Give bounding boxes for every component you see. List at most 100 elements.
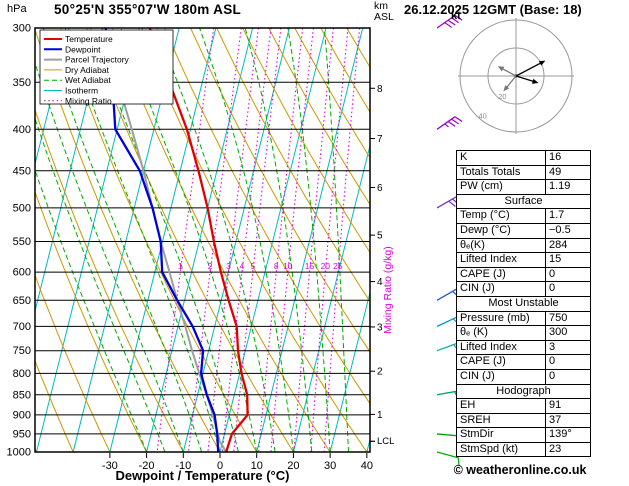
km-tick-label: 5: [377, 231, 383, 242]
table-row: CIN (J) 0: [456, 368, 591, 385]
temperature-tick-label: 40: [361, 460, 373, 472]
km-tick-label: 1: [377, 410, 383, 421]
stat-label: θₑ(K): [456, 237, 546, 254]
hodograph-ring: [459, 19, 573, 133]
run-datetime: 26.12.2025 12GMT (Base: 18): [404, 2, 582, 17]
stat-value: 0: [545, 281, 591, 297]
table-section-header: Most Unstable: [456, 295, 591, 312]
section-title: Hodograph: [456, 383, 591, 400]
x-axis-title: Dewpoint / Temperature (°C): [115, 468, 290, 483]
stat-label: Lifted Index: [456, 252, 546, 268]
table-row: StmSpd (kt) 23: [456, 441, 591, 458]
stat-label: Temp (°C): [456, 208, 546, 224]
mixing-ratio-value-label: 4: [240, 261, 245, 271]
km-tick-label: 6: [377, 183, 383, 194]
stat-label: Totals Totals: [456, 164, 546, 181]
pressure-tick-label: 700: [13, 321, 31, 333]
pressure-axis-unit: hPa: [7, 3, 27, 15]
altitude-unit-km: km: [374, 0, 388, 12]
table-row: CIN (J) 0: [456, 281, 591, 297]
hodograph-wind-vector: [515, 60, 546, 77]
mixing-ratio-value-label: 10: [283, 261, 293, 271]
stat-value: 0: [545, 354, 591, 370]
hodograph-ring: [487, 47, 545, 105]
mixing-ratio-labels: 1 2 3 4 5 8 10 15 20 25: [178, 261, 343, 271]
pressure-tick-label: 900: [13, 409, 31, 421]
hodograph-ring-label: 20: [498, 92, 506, 101]
pressure-tick-label: 400: [13, 124, 31, 136]
station-title: 50°25'N 355°07'W 180m ASL: [54, 2, 242, 17]
stat-value: 0: [545, 266, 591, 283]
temperature-tick-label: -10: [175, 460, 191, 472]
pressure-tick-label: 600: [13, 267, 31, 279]
table-row: θₑ (K) 300: [456, 325, 591, 341]
hodograph-wind-vector: [497, 66, 517, 77]
stat-label: CIN (J): [456, 281, 546, 297]
stat-value: 139°: [545, 427, 591, 443]
stat-label: EH: [456, 398, 546, 414]
stat-value: 0: [545, 368, 591, 385]
hodograph-wind-vector: [503, 75, 517, 92]
wind-barb: [436, 451, 460, 467]
km-tick-label: 7: [377, 134, 383, 145]
wind-barb: [436, 14, 463, 29]
pressure-tick-label: 550: [13, 236, 31, 248]
temperature-tick-label: 20: [287, 460, 299, 472]
temperature-tick-label: 0: [217, 460, 223, 472]
table-row: PW (cm) 1.19: [456, 179, 591, 195]
pressure-tick-label: 500: [13, 202, 31, 214]
pressure-tick-label: 450: [13, 165, 31, 177]
stat-value: −0.5: [545, 222, 591, 239]
table-row: K 16: [456, 150, 591, 166]
stat-value: 91: [545, 398, 591, 414]
mixing-ratio-value-label: 8: [274, 261, 279, 271]
sounding-profiles: [101, 28, 249, 452]
hodograph-wind-vector: [515, 75, 539, 84]
stat-value: 750: [545, 310, 591, 327]
table-section-header: Hodograph: [456, 383, 591, 400]
stat-label: Pressure (mb): [456, 310, 546, 327]
pressure-tick-label: 300: [13, 23, 31, 35]
stat-label: StmSpd (kt): [456, 441, 546, 458]
isotherm-lines: [35, 28, 370, 452]
mixing-ratio-axis-title: Mixing Ratio (g/kg): [382, 246, 394, 334]
temperature-tick-label: -20: [139, 460, 155, 472]
stat-label: StmDir: [456, 427, 546, 443]
section-title: Most Unstable: [456, 295, 591, 312]
legend-item-label: Mixing Ratio: [65, 96, 112, 106]
table-row: EH 91: [456, 398, 591, 414]
lcl-label: LCL: [377, 436, 394, 447]
stat-label: CAPE (J): [456, 266, 546, 283]
table-section-header: Surface: [456, 193, 591, 210]
stat-value: 284: [545, 237, 591, 254]
temperature-tick-label: 30: [324, 460, 336, 472]
altitude-axis-unit: km ASL: [374, 1, 394, 23]
mixing-ratio-value-label: 25: [333, 261, 343, 271]
stat-label: θₑ (K): [456, 325, 546, 341]
pressure-tick-label: 800: [13, 368, 31, 380]
legend-item-label: Wet Adiabat: [65, 75, 111, 85]
pressure-tick-label: 950: [13, 428, 31, 440]
temperature-tick-label: 10: [251, 460, 263, 472]
altitude-unit-asl: ASL: [374, 11, 394, 23]
stat-value: 1.7: [545, 208, 591, 224]
legend-item-label: Parcel Trajectory: [65, 55, 130, 65]
plot-border: [34, 27, 371, 453]
dewpoint-curve: [104, 28, 220, 452]
table-row: Totals Totals 49: [456, 164, 591, 181]
stat-value: 300: [545, 325, 591, 341]
table-row: Dewp (°C) −0.5: [456, 222, 591, 239]
stat-label: K: [456, 150, 546, 166]
wind-barb: [436, 116, 463, 130]
table-row: Pressure (mb) 750: [456, 310, 591, 327]
legend-item-label: Dry Adiabat: [65, 65, 110, 75]
axis-labels: 3003504004505005506006507007508008509009…: [7, 23, 383, 473]
stat-value: 49: [545, 164, 591, 181]
hodograph-ring-label: 40: [478, 112, 486, 121]
stat-label: CAPE (J): [456, 354, 546, 370]
stat-value: 23: [545, 441, 591, 458]
stat-label: Lifted Index: [456, 339, 546, 356]
mixing-ratio-value-label: 20: [321, 261, 331, 271]
legend-item-label: Isotherm: [65, 86, 98, 96]
